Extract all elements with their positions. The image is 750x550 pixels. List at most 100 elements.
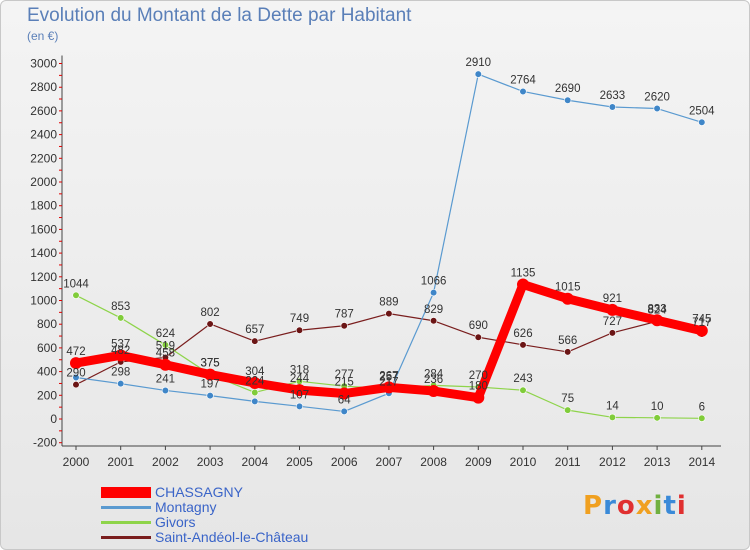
data-label-saint-andeol-le-chateau: 290 xyxy=(66,368,85,380)
x-tick-label: 2008 xyxy=(420,455,447,469)
point-chassagny xyxy=(159,358,172,371)
x-tick-label: 2013 xyxy=(644,455,671,469)
y-tick-label: 1400 xyxy=(30,246,57,260)
point-givors xyxy=(519,386,527,394)
data-label-chassagny: 745 xyxy=(692,314,711,326)
y-tick-label: 600 xyxy=(37,341,57,355)
brand-letter: x xyxy=(635,491,654,521)
point-montagny xyxy=(251,397,259,405)
data-label-montagny: 2764 xyxy=(510,74,536,86)
y-tick-label: 1000 xyxy=(30,294,57,308)
point-givors xyxy=(653,414,661,422)
data-label-saint-andeol-le-chateau: 824 xyxy=(648,304,668,316)
x-tick-label: 2001 xyxy=(107,455,134,469)
data-label-givors: 10 xyxy=(651,401,664,413)
y-tick-label: 0 xyxy=(50,412,57,426)
point-chassagny xyxy=(606,303,619,316)
legend-label: CHASSAGNY xyxy=(155,484,243,500)
brand-letter: i xyxy=(676,491,687,521)
data-label-montagny: 298 xyxy=(111,367,130,379)
point-saint-andeol-le-chateau xyxy=(564,348,572,356)
data-label-chassagny: 267 xyxy=(379,370,398,382)
data-label-chassagny: 215 xyxy=(335,377,354,389)
data-label-montagny: 197 xyxy=(201,379,220,391)
point-givors xyxy=(72,291,80,299)
data-label-givors: 270 xyxy=(469,370,488,382)
point-saint-andeol-le-chateau xyxy=(385,310,393,318)
x-tick-label: 2009 xyxy=(465,455,492,469)
y-tick-label: 400 xyxy=(37,365,57,379)
point-saint-andeol-le-chateau xyxy=(340,322,348,330)
y-tick-label: 2000 xyxy=(30,175,57,189)
y-tick-label: 1600 xyxy=(30,222,57,236)
brand-logo: Proxiti xyxy=(583,491,687,521)
brand-letter: o xyxy=(616,491,636,521)
y-tick-label: 2400 xyxy=(30,128,57,142)
point-chassagny xyxy=(114,349,127,362)
x-tick-label: 2012 xyxy=(599,455,626,469)
data-label-givors: 75 xyxy=(561,393,574,405)
point-givors xyxy=(608,413,617,421)
point-chassagny xyxy=(204,368,217,381)
point-givors xyxy=(251,388,259,397)
point-givors xyxy=(161,341,169,349)
point-saint-andeol-le-chateau xyxy=(72,381,80,389)
point-givors xyxy=(564,406,572,414)
data-label-montagny: 1066 xyxy=(421,276,447,288)
data-label-givors: 624 xyxy=(156,328,176,340)
point-montagny xyxy=(519,87,527,96)
point-montagny xyxy=(653,104,661,113)
y-tick-label: 2200 xyxy=(30,151,57,165)
point-montagny xyxy=(608,103,617,111)
point-saint-andeol-le-chateau xyxy=(295,326,304,334)
legend-label: Givors xyxy=(155,514,196,530)
data-labels: 290 482 519 802 657 749 787 889 829 690 626 566 727 8… xyxy=(63,57,715,413)
data-label-saint-andeol-le-chateau: 727 xyxy=(603,316,622,328)
data-label-chassagny: 244 xyxy=(290,373,310,385)
point-montagny xyxy=(206,392,214,400)
x-tick-label: 2006 xyxy=(331,455,358,469)
point-montagny xyxy=(72,373,80,382)
data-label-saint-andeol-le-chateau: 626 xyxy=(513,328,532,340)
point-chassagny xyxy=(695,324,708,337)
point-saint-andeol-le-chateau xyxy=(430,317,438,325)
x-tick-label: 2011 xyxy=(555,455,581,469)
y-tick-label: 2800 xyxy=(30,80,57,94)
data-label-chassagny: 236 xyxy=(424,374,443,386)
data-label-chassagny: 833 xyxy=(648,303,667,315)
data-label-givors: 284 xyxy=(424,368,444,380)
point-montagny xyxy=(117,380,125,388)
brand-letter: P xyxy=(583,491,604,521)
data-label-saint-andeol-le-chateau: 657 xyxy=(245,324,264,336)
data-label-chassagny: 1015 xyxy=(555,282,581,294)
point-chassagny xyxy=(517,278,529,291)
data-label-saint-andeol-le-chateau: 787 xyxy=(335,309,354,321)
x-tick-label: 2014 xyxy=(688,455,715,469)
point-chassagny xyxy=(293,384,306,397)
data-label-chassagny: 375 xyxy=(201,358,220,370)
data-label-montagny: 2504 xyxy=(689,105,715,117)
legend-swatch xyxy=(101,521,151,524)
point-givors xyxy=(698,414,706,422)
point-chassagny xyxy=(472,391,485,404)
data-label-saint-andeol-le-chateau: 829 xyxy=(424,304,443,316)
chart-title: Evolution du Montant de la Dette par Hab… xyxy=(27,5,412,26)
data-label-chassagny: 921 xyxy=(603,293,622,305)
y-tick-label: 3000 xyxy=(30,57,57,71)
legend-swatch xyxy=(101,506,151,509)
x-tick-label: 2000 xyxy=(63,455,90,469)
point-montagny xyxy=(698,118,706,126)
y-tick-label: -200 xyxy=(33,436,57,450)
data-label-saint-andeol-le-chateau: 519 xyxy=(156,340,175,352)
legend-swatch xyxy=(101,536,151,539)
data-label-montagny: 217 xyxy=(379,376,398,388)
data-label-montagny: 107 xyxy=(290,389,309,401)
point-saint-andeol-le-chateau xyxy=(474,333,482,341)
point-saint-andeol-le-chateau xyxy=(251,337,259,345)
point-chassagny xyxy=(382,381,395,394)
data-label-givors: 853 xyxy=(111,301,130,313)
data-label-montagny: 64 xyxy=(338,394,351,406)
data-label-saint-andeol-le-chateau: 889 xyxy=(379,297,398,309)
